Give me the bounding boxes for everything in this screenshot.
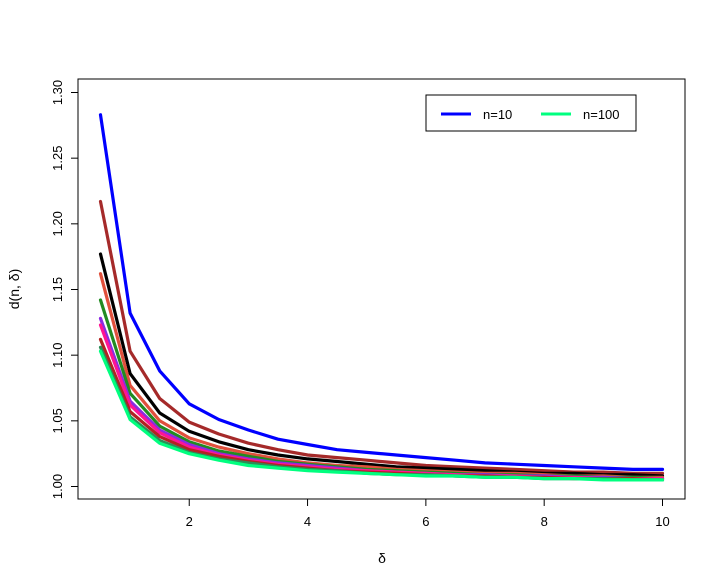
series-line-10 bbox=[98, 349, 665, 482]
legend: n=10 n=100 bbox=[425, 94, 637, 132]
x-tick-label-2: 6 bbox=[422, 514, 429, 529]
series-layer bbox=[98, 113, 665, 482]
legend-label-n10: n=10 bbox=[483, 107, 512, 122]
legend-label-n100: n=100 bbox=[583, 107, 620, 122]
x-tick-label-4: 10 bbox=[655, 514, 669, 529]
series-line-3 bbox=[98, 252, 665, 478]
x-tick-label-3: 8 bbox=[541, 514, 548, 529]
y-tick-label-6: 1.30 bbox=[50, 80, 65, 105]
y-axis-title: d(n, δ) bbox=[6, 269, 22, 309]
y-tick-label-4: 1.20 bbox=[50, 211, 65, 236]
x-tick-label-1: 4 bbox=[304, 514, 311, 529]
x-tick-label-0: 2 bbox=[186, 514, 193, 529]
y-tick-label-2: 1.10 bbox=[50, 343, 65, 368]
y-tick-label-1: 1.05 bbox=[50, 408, 65, 433]
y-tick-label-5: 1.25 bbox=[50, 146, 65, 171]
x-axis-title: δ bbox=[378, 550, 386, 566]
y-axis: 1.00 1.05 1.10 1.15 1.20 1.25 1.30 bbox=[50, 80, 79, 499]
y-tick-label-0: 1.00 bbox=[50, 474, 65, 499]
y-tick-label-3: 1.15 bbox=[50, 277, 65, 302]
x-axis: 2 4 6 8 10 bbox=[186, 498, 670, 529]
series-line-1 bbox=[98, 113, 665, 471]
